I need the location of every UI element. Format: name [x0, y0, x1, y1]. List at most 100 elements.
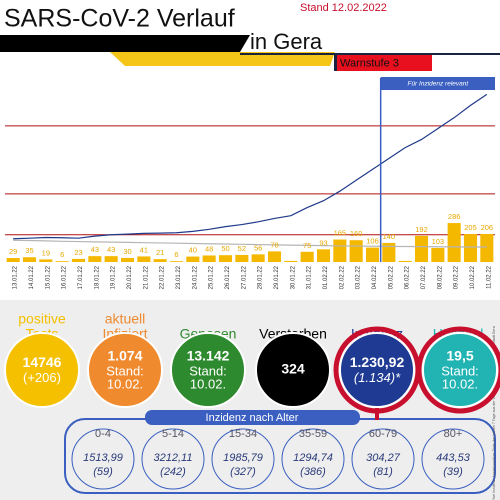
- value-label: 40: [189, 246, 197, 255]
- stat-label: aktuell: [105, 311, 145, 327]
- age-ellipse: [71, 428, 135, 490]
- bar: [22, 257, 37, 262]
- annotation: Für Inzidenz relevant: [407, 81, 469, 88]
- stat-note: 10.02.: [190, 376, 226, 391]
- age-ellipse: [351, 428, 415, 490]
- bar: [202, 255, 216, 262]
- age-value: 304,27: [366, 452, 401, 464]
- x-tick-label: 21.01.22: [143, 265, 149, 289]
- stat-value: 324: [281, 361, 305, 377]
- x-tick-label: 07.02.22: [421, 265, 427, 289]
- value-label: 29: [9, 247, 17, 256]
- bar: [267, 251, 282, 262]
- alert-edge: [334, 55, 337, 71]
- value-label: 50: [221, 244, 229, 253]
- value-label: 6: [174, 250, 178, 259]
- value-label: 160: [350, 229, 363, 238]
- stat-circle: [255, 332, 331, 408]
- age-range: 60-79: [369, 428, 397, 440]
- age-value: 1294,74: [293, 452, 333, 464]
- stat-value: 13.142: [187, 348, 230, 364]
- age-range: 35-59: [299, 428, 327, 440]
- subtitle: in Gera: [250, 29, 323, 54]
- value-label: 19: [42, 248, 50, 257]
- x-tick-label: 14.01.22: [29, 265, 35, 289]
- x-tick-label: 03.02.22: [356, 265, 362, 289]
- stat-note: Stand:: [189, 363, 227, 378]
- stat-circle: [4, 332, 80, 408]
- age-count: (59): [93, 466, 113, 478]
- value-label: 43: [91, 245, 99, 254]
- bar: [251, 254, 265, 262]
- bar: [218, 255, 233, 262]
- x-tick-label: 08.02.22: [437, 265, 443, 289]
- alert: Warnstufe 3: [340, 57, 399, 69]
- x-tick-label: 20.01.22: [127, 265, 133, 289]
- x-tick-label: 15.01.22: [45, 265, 51, 289]
- date: Stand 12.02.2022: [300, 2, 387, 14]
- bar: [153, 259, 167, 262]
- age-ellipse: [281, 428, 345, 490]
- line: [13, 239, 487, 248]
- value-label: 56: [254, 243, 262, 252]
- x-tick-label: 24.01.22: [192, 265, 198, 289]
- x-tick-label: 04.02.22: [372, 265, 378, 289]
- bar: [349, 240, 363, 262]
- age-ellipse: [141, 428, 205, 490]
- stat-value: 1.074: [107, 348, 142, 364]
- bar: [120, 257, 135, 262]
- age-count: (81): [373, 466, 393, 478]
- x-tick-label: 13.01.22: [13, 265, 19, 289]
- stat-note: (+206): [23, 370, 61, 385]
- line: [13, 93, 488, 240]
- x-tick-label: 25.01.22: [209, 265, 215, 289]
- value-label: 43: [107, 245, 115, 254]
- bar: [88, 256, 102, 262]
- x-tick-label: 31.01.22: [307, 265, 313, 289]
- age-range: 5-14: [162, 428, 184, 440]
- x-tick-label: 01.02.22: [323, 265, 329, 289]
- age-count: (242): [160, 466, 186, 478]
- age-ellipse: [211, 428, 275, 490]
- bar: [284, 260, 298, 262]
- x-tick-label: 02.02.22: [339, 265, 345, 289]
- stat-note: Stand:: [106, 363, 144, 378]
- value-label: 286: [448, 212, 461, 221]
- bar: [447, 223, 461, 262]
- bar: [71, 258, 86, 262]
- bar: [137, 256, 151, 262]
- stat-note: (1.134)*: [354, 370, 401, 385]
- stat-circle: [87, 332, 163, 408]
- flag-gold: [110, 52, 335, 66]
- stats-background: [0, 300, 500, 500]
- value-label: 192: [415, 225, 428, 234]
- age-count: (386): [300, 466, 326, 478]
- bar: [431, 247, 445, 262]
- bar: [414, 235, 429, 262]
- value-label: 41: [140, 245, 148, 254]
- bar: [398, 260, 412, 262]
- bar: [333, 239, 347, 262]
- value-label: 75: [303, 241, 311, 250]
- stat-circle: [339, 332, 415, 408]
- stat-value: 14746: [23, 354, 62, 370]
- x-tick-label: 17.01.22: [78, 265, 84, 289]
- stat-note: 10.02.: [107, 376, 143, 391]
- bar: [169, 261, 184, 262]
- age-value: 1513,99: [83, 452, 123, 464]
- x-tick-label: 27.01.22: [241, 265, 247, 289]
- x-tick-label: 26.01.22: [225, 265, 231, 289]
- value-label: 205: [464, 223, 477, 232]
- alert-box: [336, 55, 432, 71]
- title: SARS-CoV-2 Verlauf: [4, 5, 235, 33]
- age-ellipse: [421, 428, 485, 490]
- age-title: Inzidenz nach Alter: [206, 412, 299, 424]
- bar: [186, 256, 200, 262]
- age-range: 15-34: [229, 428, 257, 440]
- value-label: 23: [74, 248, 82, 257]
- age-count: (39): [443, 466, 463, 478]
- flag-black: [0, 35, 250, 52]
- stat-circle: [422, 332, 498, 408]
